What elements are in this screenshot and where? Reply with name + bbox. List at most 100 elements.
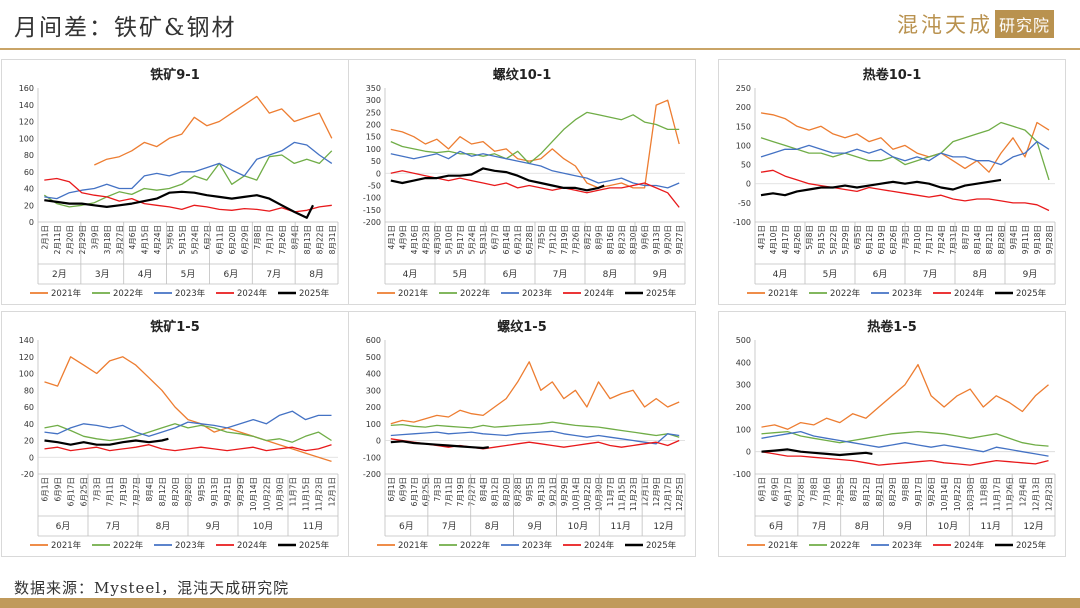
chart-title: 螺纹10-1 (493, 67, 552, 83)
x-tick-label: 9月21日 (548, 477, 557, 506)
x-tick-label: 10月22日 (953, 477, 962, 511)
header: 月间差：铁矿&钢材 混沌天成 研究院 (0, 0, 1080, 48)
x-tick-label: 7月10日 (913, 225, 922, 254)
y-tick-label: 50 (371, 157, 381, 166)
x-tick-label: 6月11日 (215, 225, 224, 254)
x-tick-label: 11月8日 (979, 477, 988, 506)
y-tick-label: -100 (733, 218, 751, 227)
month-label: 8月 (855, 521, 870, 532)
x-tick-label: 6月20日 (228, 225, 237, 254)
y-tick-label: 300 (736, 381, 751, 390)
y-tick-label: 60 (24, 168, 34, 177)
x-tick-label: 7月26日 (278, 225, 287, 254)
x-tick-label: 5月24日 (468, 225, 477, 254)
x-tick-label: 7月17日 (925, 225, 934, 254)
legend-label: 2022年 (113, 288, 144, 299)
y-tick-label: 0 (376, 169, 381, 178)
x-tick-label: 6月21日 (514, 225, 523, 254)
series-line-2021年 (94, 95, 333, 166)
month-label: 9月 (898, 521, 913, 532)
series-line-2022年 (44, 423, 332, 443)
x-tick-label: 8月9日 (594, 225, 603, 250)
y-tick-label: -200 (363, 470, 381, 479)
x-tick-label: 7月12日 (548, 225, 557, 254)
x-tick-label: 5月6日 (165, 225, 174, 250)
x-tick-label: 9月20日 (664, 225, 673, 254)
legend-label: 2025年 (646, 540, 677, 551)
series-line-2023年 (760, 140, 1050, 166)
month-label: 6月 (56, 521, 71, 532)
chart-panel-3: 热卷10-1 -100 -50 0 50 100 150 200 250 4月1日 4月10日 4月1… (718, 59, 1066, 305)
x-tick-label: 12月13日 (1031, 477, 1040, 511)
y-tick-label: -150 (363, 206, 381, 215)
chart-title: 热卷10-1 (863, 67, 922, 83)
x-tick-label: 7月11日 (106, 477, 115, 506)
x-tick-label: 7月19日 (119, 477, 128, 506)
y-tick-label: 300 (366, 96, 381, 105)
x-tick-label: 4月6日 (128, 225, 137, 250)
month-label: 5月 (823, 269, 838, 280)
legend-label: 2021年 (51, 540, 82, 551)
x-tick-label: 8月2日 (583, 225, 592, 250)
legend-label: 2022年 (460, 288, 491, 299)
x-tick-label: 6月2日 (203, 225, 212, 250)
x-tick-label: 9月8日 (901, 477, 910, 502)
x-tick-label: 5月29日 (841, 225, 850, 254)
x-tick-label: 5月15日 (817, 225, 826, 254)
chart-panel-1: 铁矿9-1 0 20 40 60 80 100 120 140 160 2月1日 2月11日 2月20日… (1, 59, 349, 305)
month-label: 7月 (812, 521, 827, 532)
x-tick-label: 6月1日 (387, 477, 396, 502)
x-tick-label: 8月28日 (184, 477, 193, 506)
month-label: 12月 (653, 521, 673, 532)
y-tick-label: 0 (746, 180, 751, 189)
x-tick-label: 4月15日 (140, 225, 149, 254)
series-line-2021年 (44, 356, 332, 463)
x-tick-label: 9月4日 (1009, 225, 1018, 250)
x-tick-label: 6月9日 (771, 477, 780, 502)
x-tick-label: 2月20日 (65, 225, 74, 254)
series-line-2024年 (760, 169, 1050, 212)
y-tick-label: 350 (366, 84, 381, 93)
x-tick-label: 8月30日 (629, 225, 638, 254)
y-tick-label: 200 (736, 103, 751, 112)
series-line-2023年 (44, 410, 332, 437)
y-tick-label: 120 (19, 353, 34, 362)
x-tick-label: 4月9日 (398, 225, 407, 250)
y-tick-label: 80 (24, 151, 34, 160)
x-tick-label: 8月7日 (961, 225, 970, 250)
chart-svg-2: 螺纹10-1 -200 -150 -100 -50 0 50 100 150 200 250 300 3… (363, 67, 686, 299)
x-tick-label: 9月26日 (927, 477, 936, 506)
series-line-2024年 (390, 170, 680, 208)
x-tick-label: 10月14日 (571, 477, 580, 511)
x-tick-label: 6月25日 (421, 477, 430, 506)
series-line-2022年 (43, 150, 333, 208)
month-label: 10月 (568, 521, 588, 532)
y-tick-label: 100 (19, 370, 34, 379)
month-label: 8月 (603, 269, 618, 280)
month-label: 3月 (95, 269, 110, 280)
x-tick-label: 7月3日 (93, 477, 102, 502)
x-tick-label: 8月4日 (479, 477, 488, 502)
month-label: 4月 (773, 269, 788, 280)
x-tick-label: 6月25日 (80, 477, 89, 506)
month-label: 9月 (206, 521, 221, 532)
x-tick-label: 11月23日 (314, 477, 323, 511)
x-tick-label: 10月14日 (249, 477, 258, 511)
x-tick-label: 7月3日 (433, 477, 442, 502)
y-tick-label: 140 (19, 336, 34, 345)
month-label: 6月 (769, 521, 784, 532)
legend-label: 2025年 (299, 540, 330, 551)
y-tick-label: 100 (19, 134, 34, 143)
chart-svg-3: 热卷10-1 -100 -50 0 50 100 150 200 250 4月1日 4月10日 4月1… (733, 67, 1056, 299)
month-label: 5月 (181, 269, 196, 280)
series-line-2025年 (390, 440, 489, 450)
month-label: 5月 (453, 269, 468, 280)
x-tick-label: 6月1日 (41, 477, 50, 502)
x-tick-label: 9月11日 (1021, 225, 1030, 254)
x-tick-label: 4月26日 (793, 225, 802, 254)
x-tick-label: 9月27日 (675, 225, 684, 254)
month-label: 2月 (52, 269, 67, 280)
y-tick-label: 50 (741, 161, 751, 170)
x-tick-label: 8月12日 (491, 477, 500, 506)
x-tick-label: 8月20日 (502, 477, 511, 506)
